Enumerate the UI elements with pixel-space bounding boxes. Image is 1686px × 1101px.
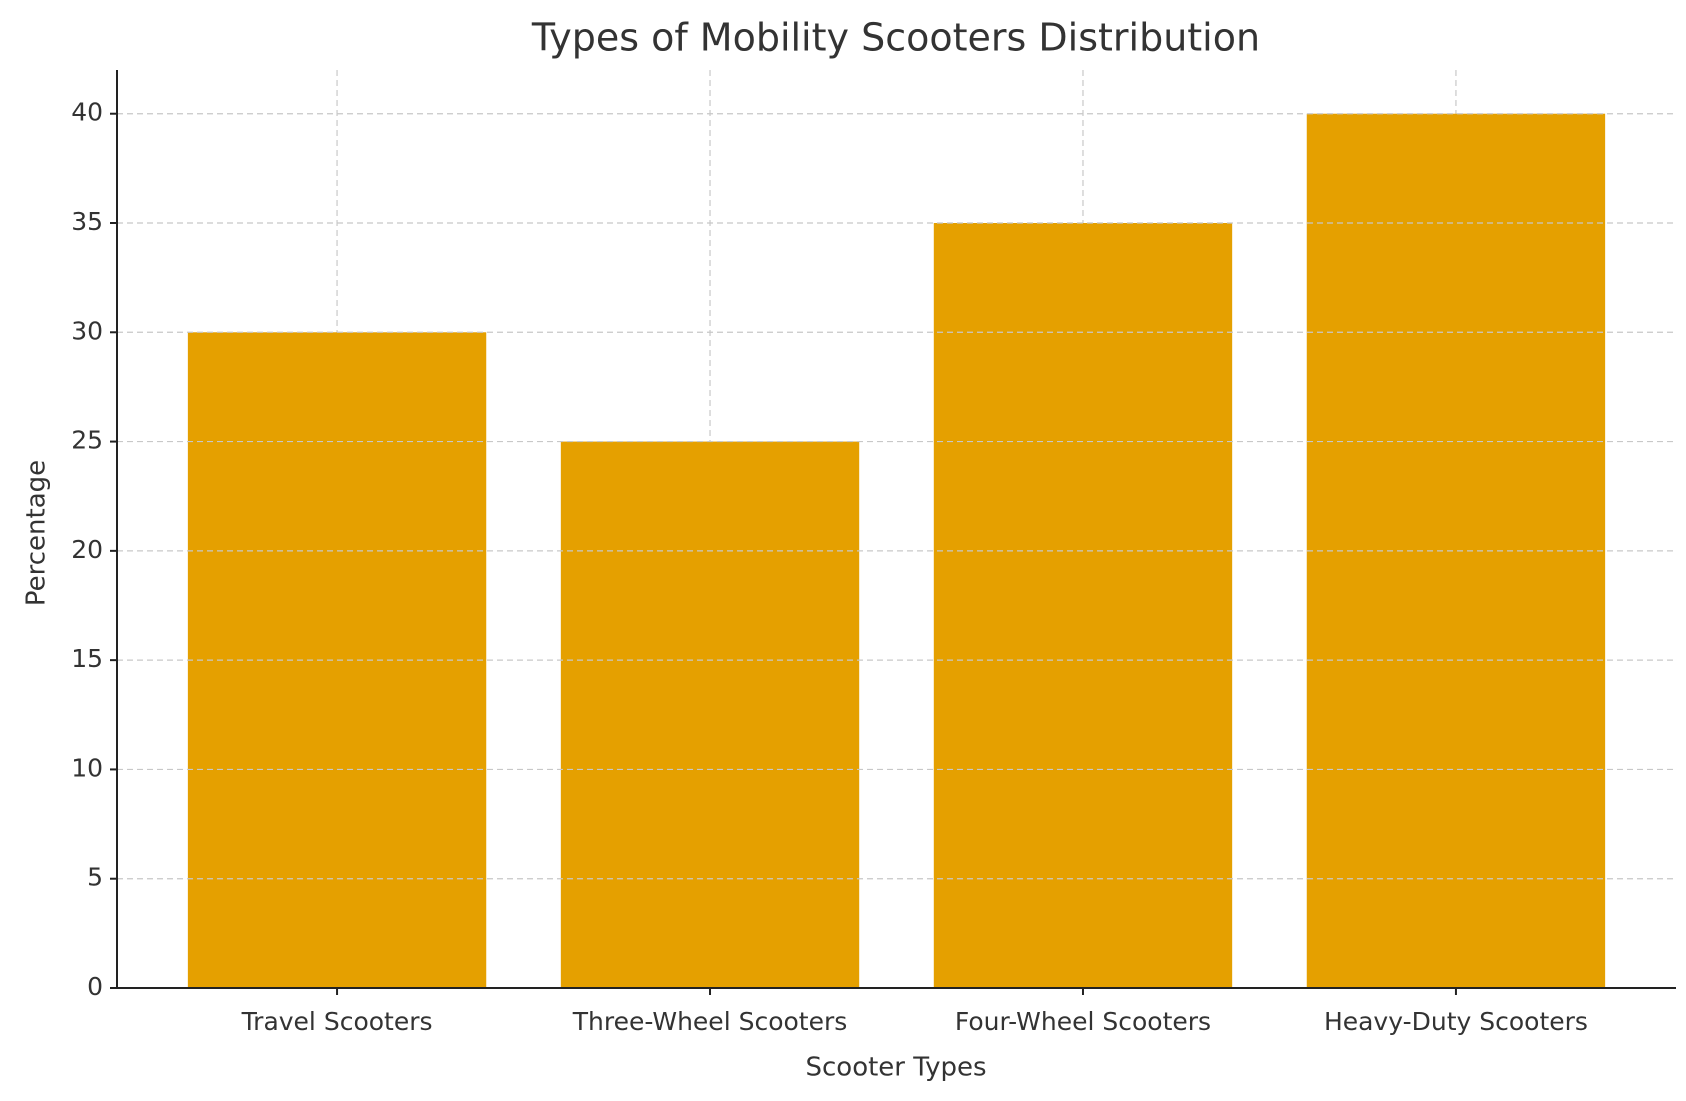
y-tick-label: 40 <box>71 98 103 127</box>
y-tick-label: 5 <box>87 863 103 892</box>
bar <box>560 441 860 989</box>
y-tick-label: 15 <box>71 644 103 673</box>
y-tick-label: 0 <box>87 972 103 1001</box>
y-tick-label: 20 <box>71 535 103 564</box>
x-tick-label: Heavy-Duty Scooters <box>1324 1007 1588 1036</box>
y-axis-label: Percentage <box>22 460 52 606</box>
y-tick-label: 25 <box>71 426 103 455</box>
y-tick-label: 30 <box>71 316 103 345</box>
chart-title: Types of Mobility Scooters Distribution <box>531 16 1260 60</box>
y-tick-label: 10 <box>71 753 103 782</box>
bar <box>1306 113 1606 988</box>
y-tick-label: 35 <box>71 207 103 236</box>
x-tick-label: Travel Scooters <box>241 1007 433 1036</box>
x-axis-label: Scooter Types <box>805 1053 986 1083</box>
bar <box>933 223 1233 988</box>
x-tick-label: Three-Wheel Scooters <box>572 1007 848 1036</box>
x-tick-label: Four-Wheel Scooters <box>955 1007 1211 1036</box>
